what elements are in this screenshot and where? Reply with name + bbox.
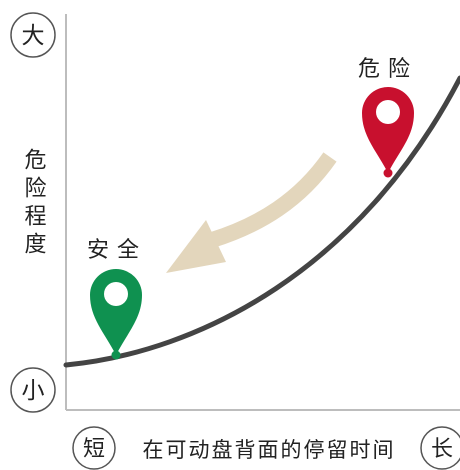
y-axis-label: 危险程度 xyxy=(21,148,47,260)
safe-pin-hole xyxy=(104,282,128,306)
y-axis-top-marker-label: 大 xyxy=(22,23,45,49)
x-axis-right-marker: 长 xyxy=(420,426,460,470)
danger-label: 危险 xyxy=(358,57,418,82)
x-axis-left-marker-label: 短 xyxy=(83,437,105,462)
risk-curve xyxy=(63,75,460,368)
x-axis-right-marker-label: 长 xyxy=(431,437,453,462)
y-axis-bottom-marker: 小 xyxy=(10,367,56,413)
y-axis-top-marker: 大 xyxy=(10,12,56,58)
x-axis-left-marker: 短 xyxy=(72,426,116,470)
safe-marker: 安全 xyxy=(87,238,147,360)
danger-pin-icon xyxy=(362,87,414,173)
danger-point xyxy=(383,168,393,178)
safe-point xyxy=(111,350,121,360)
danger-marker: 危险 xyxy=(358,57,418,178)
safe-label: 安全 xyxy=(87,238,147,263)
transition-arrow xyxy=(166,152,337,273)
safe-pin-icon xyxy=(90,269,142,355)
danger-pin-hole xyxy=(376,100,400,124)
y-axis-bottom-marker-label: 小 xyxy=(22,378,45,404)
x-axis-label: 在可动盘背面的停留时间 xyxy=(143,438,396,462)
